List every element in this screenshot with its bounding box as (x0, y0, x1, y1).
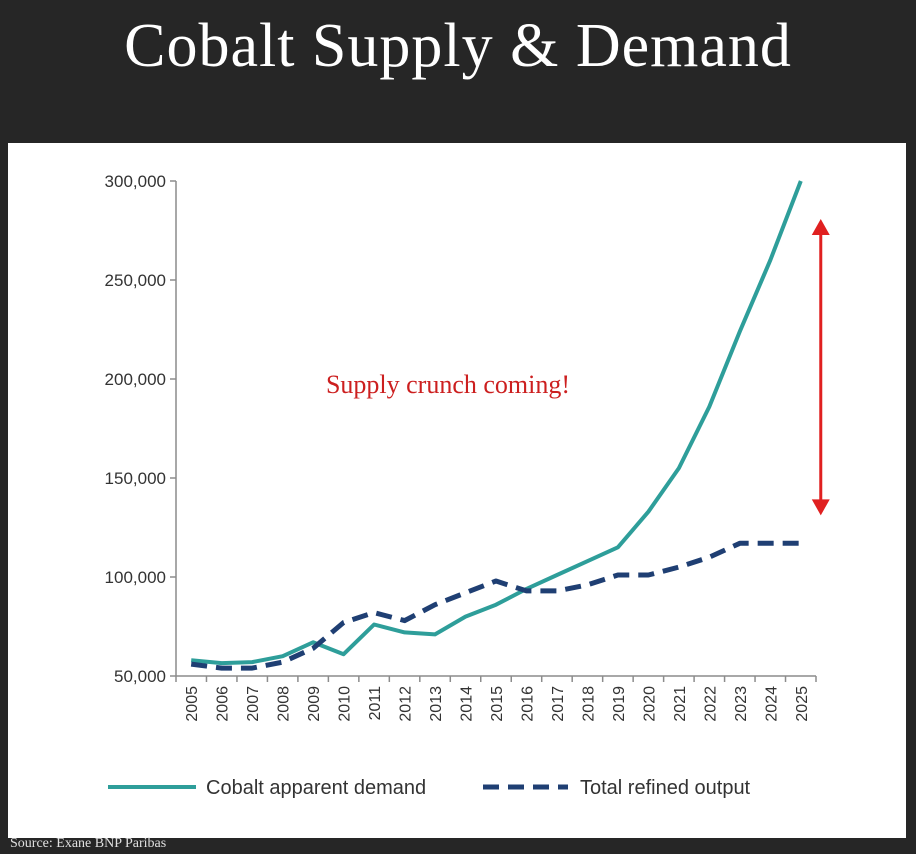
x-tick-label: 2022 (702, 686, 719, 722)
y-tick-label: 250,000 (105, 271, 166, 290)
gap-arrow-head-bottom (811, 499, 830, 516)
series-line-demand (191, 180, 803, 666)
source-note: Source: Exane BNP Paribas (10, 836, 167, 851)
x-tick-label: 2010 (337, 686, 354, 722)
y-tick-label: 150,000 (105, 469, 166, 488)
x-tick-label: 2013 (428, 686, 445, 722)
x-tick-label: 2017 (550, 686, 567, 722)
chart-panel: 50,000 100,000 150,000 200,000 250,000 300,00… (8, 143, 906, 838)
x-tick-label: 2009 (306, 686, 323, 722)
x-tick-label: 2024 (763, 686, 780, 722)
x-tick-label: 2023 (733, 686, 750, 722)
x-tick-label: 2008 (276, 686, 293, 722)
y-tick-label: 50,000 (114, 667, 166, 686)
x-tick-label: 2005 (184, 686, 201, 722)
x-tick-label: 2019 (611, 686, 628, 722)
legend-label-demand: Cobalt apparent demand (206, 777, 426, 799)
x-tick-label: 2018 (580, 686, 597, 722)
x-tick-label: 2020 (641, 686, 658, 722)
x-tick-label: 2021 (672, 686, 689, 722)
page-title: Cobalt Supply & Demand (124, 12, 792, 80)
x-tick-label: 2025 (794, 686, 811, 722)
legend-label-refined-output: Total refined output (580, 777, 751, 799)
series-line-refined-output (190, 540, 801, 671)
line-chart: 50,000 100,000 150,000 200,000 250,000 300,00… (105, 172, 830, 799)
x-tick-label: 2014 (459, 686, 476, 722)
x-tick-label: 2006 (215, 686, 232, 722)
x-tick-label: 2015 (489, 686, 506, 722)
annotation-supply-crunch: Supply crunch coming! (326, 370, 570, 399)
y-tick-label: 200,000 (105, 370, 166, 389)
gap-arrow-head-top (811, 219, 830, 235)
y-tick-label: 100,000 (105, 568, 166, 587)
x-tick-label: 2007 (245, 686, 262, 722)
x-tick-label: 2016 (519, 686, 536, 722)
x-tick-label: 2011 (367, 686, 384, 721)
x-tick-label: 2012 (398, 686, 415, 722)
y-tick-label: 300,000 (105, 172, 166, 191)
